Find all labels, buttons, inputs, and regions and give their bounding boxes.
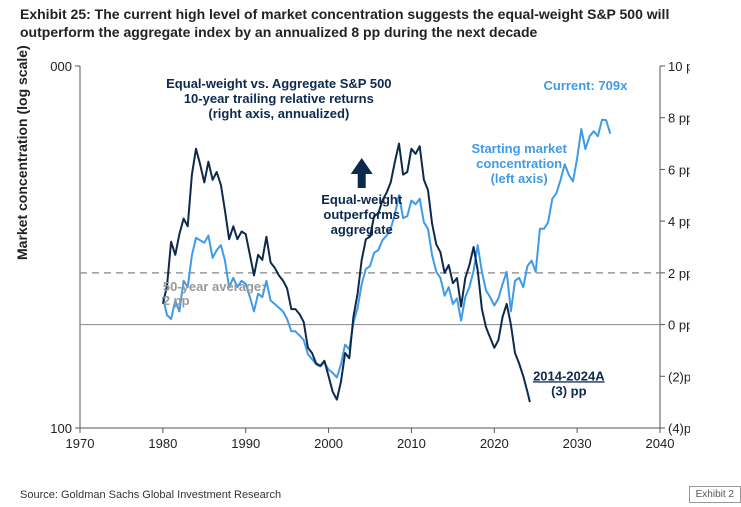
svg-text:4 pp: 4 pp (668, 214, 690, 229)
svg-text:2014-2024A: 2014-2024A (533, 368, 605, 383)
svg-text:(3) pp: (3) pp (551, 383, 586, 398)
svg-text:2 pp: 2 pp (668, 266, 690, 281)
svg-text:1970: 1970 (66, 436, 95, 451)
svg-text:2040: 2040 (646, 436, 675, 451)
y-axis-left-label: Market concentration (log scale) (14, 45, 30, 260)
arrow-up-icon (351, 158, 373, 188)
chart-svg: 1970 1980 1990 2000 2010 2020 2030 2040 100 1000 (… (50, 58, 690, 458)
svg-text:Current: 709x: Current: 709x (544, 78, 629, 93)
svg-text:(2)pp: (2)pp (668, 369, 690, 384)
svg-text:1990: 1990 (231, 436, 260, 451)
chart-area: 1970 1980 1990 2000 2010 2020 2030 2040 100 1000 (… (50, 58, 690, 458)
svg-text:6 pp: 6 pp (668, 162, 690, 177)
svg-text:50-year average:: 50-year average: (163, 279, 266, 294)
svg-text:(4)pp: (4)pp (668, 421, 690, 436)
svg-text:2000: 2000 (314, 436, 343, 451)
svg-text:2010: 2010 (397, 436, 426, 451)
svg-text:aggregate: aggregate (331, 222, 393, 237)
svg-text:1000: 1000 (50, 59, 72, 74)
svg-text:0 pp: 0 pp (668, 318, 690, 333)
svg-text:1980: 1980 (148, 436, 177, 451)
svg-text:2030: 2030 (563, 436, 592, 451)
svg-text:Equal-weight vs. Aggregate S&P: Equal-weight vs. Aggregate S&P 500 (166, 76, 391, 91)
svg-text:Equal-weight: Equal-weight (321, 192, 403, 207)
svg-text:8 pp: 8 pp (668, 111, 690, 126)
exhibit-tab: Exhibit 2 (689, 486, 741, 503)
svg-text:outperforms: outperforms (323, 207, 400, 222)
source-text: Source: Goldman Sachs Global Investment … (20, 489, 281, 501)
svg-text:2020: 2020 (480, 436, 509, 451)
svg-text:Starting market: Starting market (471, 141, 567, 156)
svg-text:2 pp: 2 pp (163, 293, 190, 308)
svg-text:concentration: concentration (476, 156, 562, 171)
svg-text:10 pp: 10 pp (668, 59, 690, 74)
exhibit-title: Exhibit 25: The current high level of ma… (20, 6, 720, 42)
svg-text:10-year trailing relative retu: 10-year trailing relative returns (184, 91, 374, 106)
svg-text:(left axis): (left axis) (491, 171, 548, 186)
svg-text:100: 100 (50, 421, 72, 436)
svg-text:(right axis, annualized): (right axis, annualized) (208, 106, 349, 121)
